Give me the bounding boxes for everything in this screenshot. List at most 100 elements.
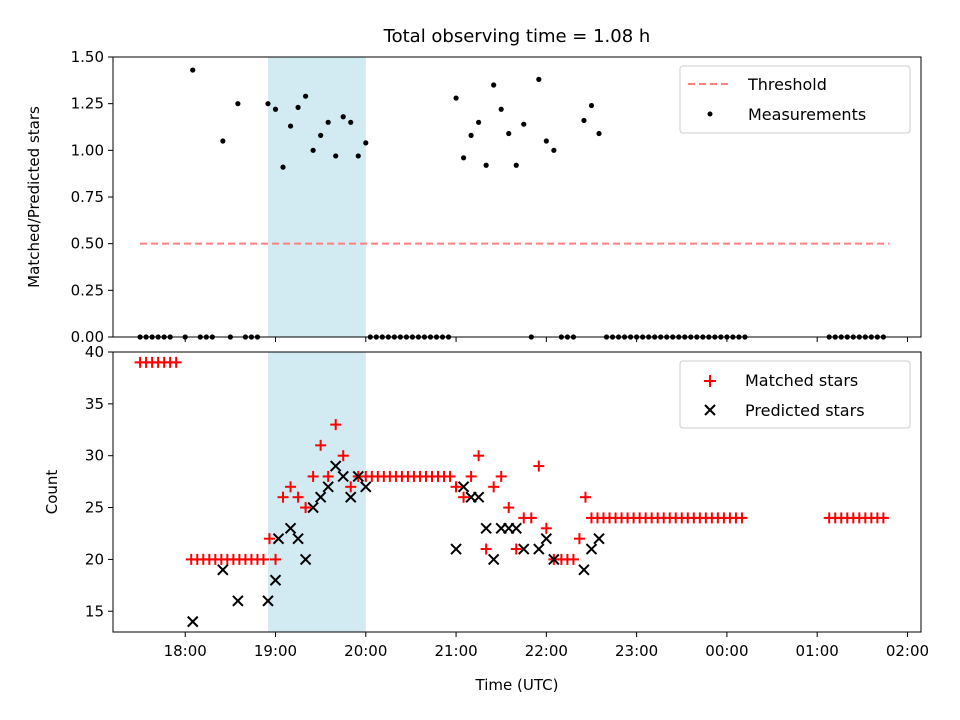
measurement-point	[483, 162, 489, 168]
observing-window-shade-lower	[267, 352, 366, 632]
matched-star-point	[877, 512, 889, 524]
x-tick-label: 22:00	[525, 642, 568, 660]
y-tick-label: 25	[85, 499, 104, 517]
matched-star-point	[330, 419, 342, 431]
y-tick-label: 0.25	[71, 281, 104, 299]
measurement-point	[190, 67, 196, 73]
matched-star-point	[315, 439, 327, 451]
predicted-star-point	[272, 532, 285, 545]
x-tick-label: 00:00	[705, 642, 748, 660]
matched-star-point	[458, 491, 470, 503]
predicted-star-point	[352, 470, 364, 483]
measurement-point	[235, 101, 241, 107]
measurement-point	[310, 147, 316, 153]
matched-star-point	[567, 553, 579, 565]
matched-star-point	[277, 491, 289, 503]
matched-star-point	[503, 502, 515, 514]
panel-counts: 15 20 25 30 35 40 18:00 19:00 20:00 21:00 22:00 23…	[43, 343, 929, 694]
measurement-point	[295, 104, 301, 110]
ratio-y-axis-label: Matched/Predicted stars	[25, 106, 43, 288]
count-legend: Matched stars Predicted stars	[679, 360, 911, 429]
legend-measurements-swatch	[707, 111, 713, 117]
matched-star-point	[495, 470, 507, 482]
y-tick-label: 0.75	[71, 188, 104, 206]
predicted-star-point	[360, 481, 372, 493]
predicted-star-point	[487, 553, 500, 566]
predicted-star-point	[345, 491, 357, 503]
y-tick-label: 30	[85, 447, 104, 465]
y-tick-label: 0.50	[71, 235, 104, 253]
y-tick-label: 0.00	[71, 328, 104, 346]
matched-star-point	[540, 522, 552, 534]
predicted-star-point	[472, 491, 485, 503]
predicted-star-point	[533, 543, 545, 555]
measurement-point	[265, 101, 271, 107]
predicted-star-point	[307, 501, 319, 514]
predicted-star-point	[337, 470, 349, 483]
matched-star-point	[473, 450, 485, 462]
measurement-point	[498, 106, 504, 112]
measurement-point	[453, 95, 459, 101]
count-axes-frame	[112, 351, 922, 633]
legend-predicted-label: Predicted stars	[745, 401, 865, 420]
x-tick-label: 21:00	[434, 642, 477, 660]
matched-star-point	[345, 481, 357, 493]
ratio-y-ticks: 0.00 0.25 0.50 0.75 1.00 1.25 1.50	[71, 48, 113, 346]
x-tick-label: 02:00	[886, 642, 929, 660]
measurement-point	[340, 114, 346, 120]
measurement-point	[220, 138, 226, 144]
measurement-point	[476, 119, 482, 125]
measurement-point	[521, 121, 527, 127]
predicted-star-point	[578, 564, 590, 576]
panel-ratio: 0.00 0.25 0.50 0.75 1.00 1.25 1.50 Total obser…	[25, 26, 922, 346]
predicted-star-point	[510, 522, 522, 535]
measurement-point	[588, 102, 595, 109]
y-tick-label: 15	[85, 602, 104, 620]
x-axis-label: Time (UTC)	[475, 676, 559, 694]
y-tick-label: 1.00	[71, 141, 104, 159]
measurement-point	[280, 164, 286, 170]
ratio-legend: Threshold Measurements	[679, 65, 911, 134]
y-tick-label: 1.25	[71, 95, 104, 113]
measurement-point	[543, 138, 549, 144]
count-legend-box	[679, 360, 911, 429]
measurement-point	[325, 119, 331, 125]
matched-star-point	[510, 543, 522, 555]
count-x-ticks: 18:00 19:00 20:00 21:00 22:00 23:00 00:00 01:00…	[164, 632, 929, 660]
predicted-star-point	[269, 574, 282, 586]
matched-star-point	[480, 543, 492, 555]
matched-star-point	[307, 470, 319, 482]
observing-window-shade	[267, 57, 366, 337]
predicted-star-point	[548, 553, 560, 566]
measurement-point	[468, 132, 474, 138]
measurement-point	[302, 93, 309, 99]
legend-threshold-label: Threshold	[747, 75, 827, 94]
matched-star-point	[257, 553, 269, 565]
count-marks	[134, 356, 889, 628]
matched-star-point	[533, 460, 545, 472]
predicted-star-point	[292, 532, 304, 545]
matched-star-point	[322, 470, 334, 482]
predicted-star-point	[329, 460, 342, 472]
y-tick-label: 20	[85, 550, 104, 568]
legend-matched-swatch	[704, 375, 716, 387]
measurement-point	[333, 153, 339, 159]
measurement-point	[536, 76, 542, 82]
predicted-star-point	[540, 532, 553, 545]
measurement-point	[513, 162, 519, 168]
matched-star-point	[450, 481, 462, 493]
ratio-x-ticks	[184, 337, 908, 342]
y-tick-label: 35	[85, 395, 104, 413]
predicted-star-point	[450, 543, 462, 555]
x-tick-label: 18:00	[164, 642, 207, 660]
measurement-point	[363, 140, 369, 146]
x-tick-label: 19:00	[254, 642, 297, 660]
measurement-point	[506, 130, 512, 137]
measurement-point	[460, 155, 467, 161]
measurement-point	[355, 153, 361, 159]
x-tick-label: 20:00	[344, 642, 387, 660]
predicted-star-point	[457, 481, 470, 493]
predicted-star-point	[480, 522, 492, 535]
matched-star-point	[263, 533, 275, 545]
